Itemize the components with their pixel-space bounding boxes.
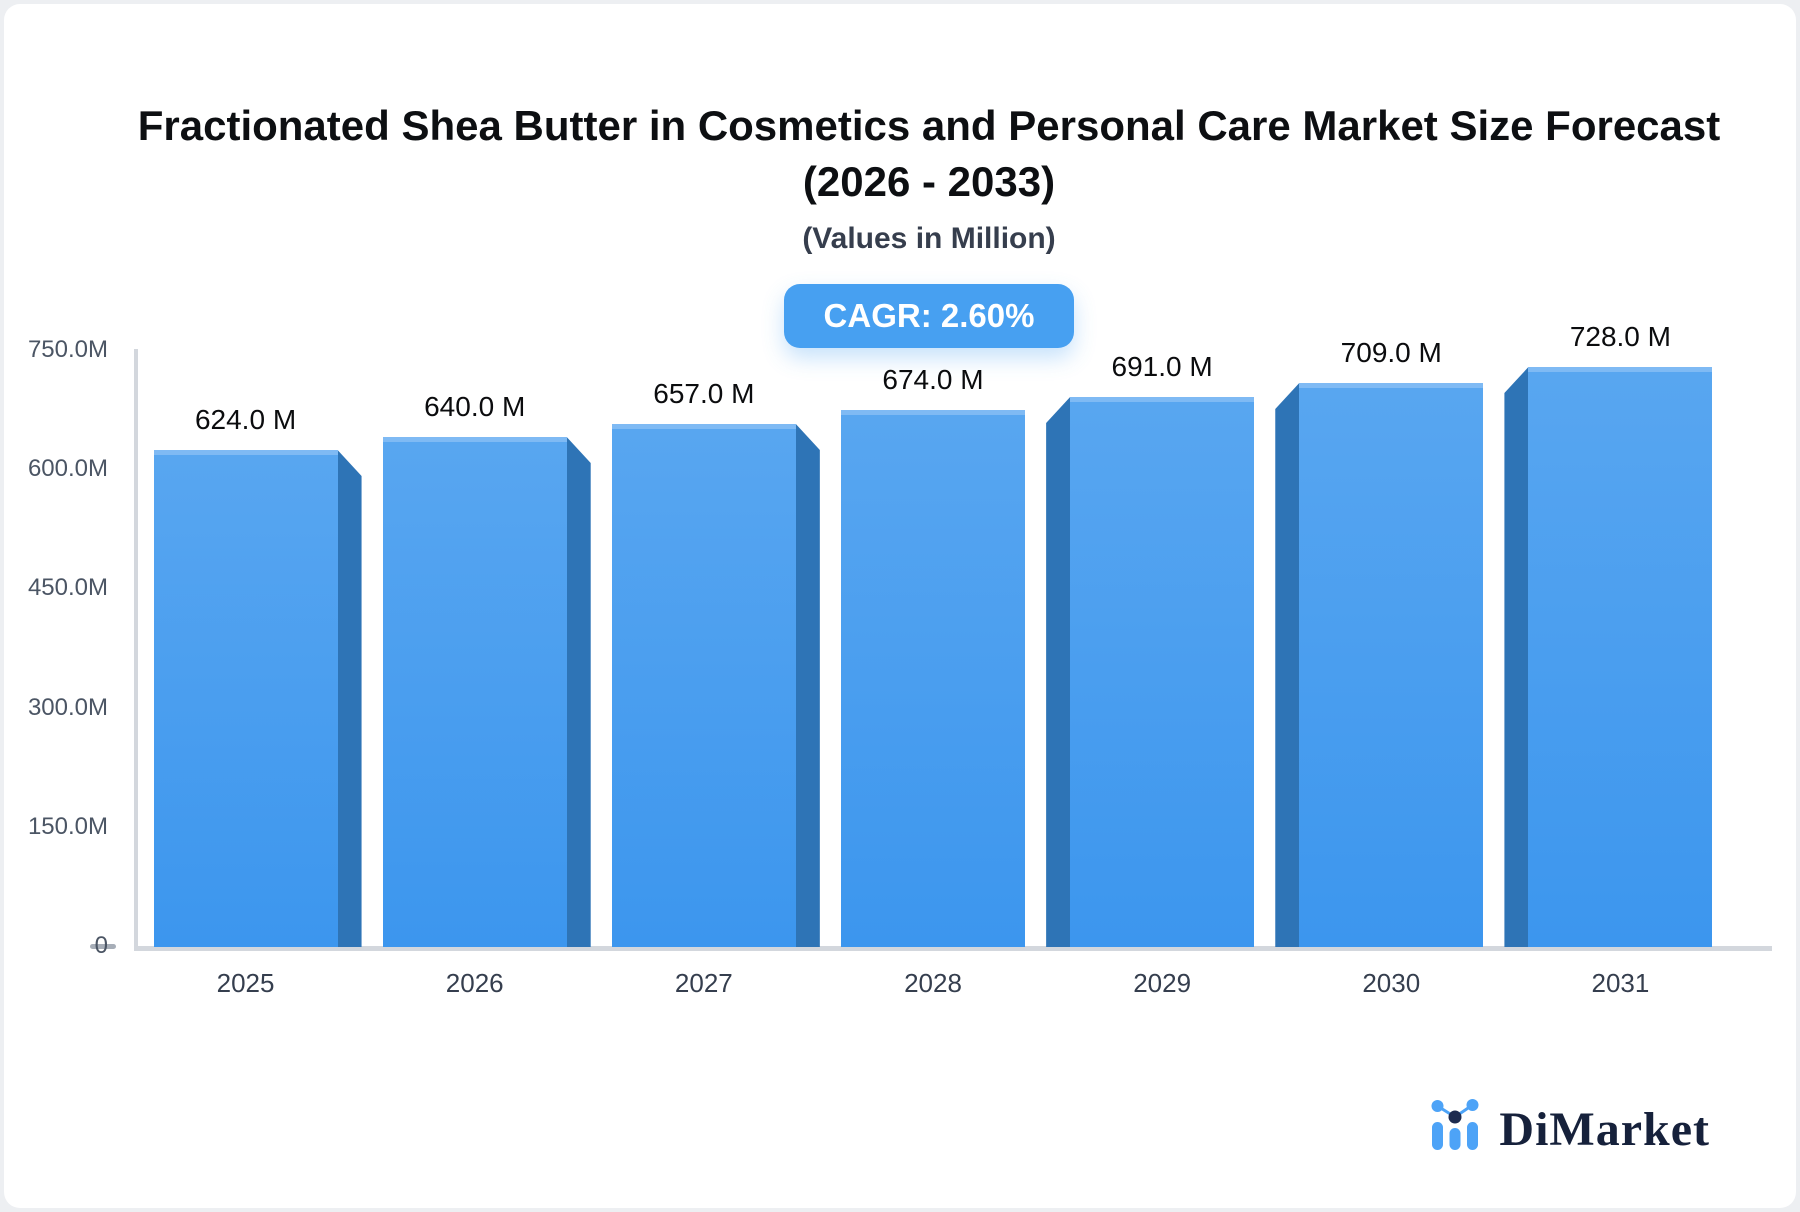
x-category-label: 2031 [1591, 968, 1650, 998]
bar-2027[interactable] [611, 424, 820, 947]
bar-side-shadow [1046, 397, 1071, 947]
bar-face[interactable] [840, 410, 1025, 947]
x-category-label: 2030 [1362, 968, 1421, 998]
y-tick-label: 150.0M [27, 812, 108, 840]
chart-subtitle: (Values in Million) [802, 222, 1056, 255]
cagr-badge: CAGR: 2.60% [783, 284, 1075, 348]
bar-value-label: 709.0 M [1340, 337, 1442, 368]
bar-2029[interactable] [1046, 397, 1255, 947]
y-tick-label: 300.0M [27, 693, 108, 721]
y-tick-label: 0 [94, 932, 108, 959]
x-category-label: 2026 [445, 968, 504, 998]
x-category-label: 2028 [904, 968, 962, 998]
bar-face[interactable] [153, 450, 338, 947]
bar-face[interactable] [382, 437, 567, 947]
bar-2030[interactable] [1275, 383, 1484, 947]
logo-bar-chart-icon [1431, 1099, 1479, 1150]
bar-side-shadow [566, 437, 591, 947]
bar-side-shadow [795, 424, 820, 947]
bar-side-shadow [337, 450, 362, 947]
zero-tick-mark [90, 944, 116, 949]
x-category-label: 2027 [674, 968, 733, 998]
bar-2025[interactable] [153, 450, 362, 947]
logo-text: DiMarket [1499, 1103, 1710, 1156]
y-tick-label: 450.0M [27, 574, 108, 602]
x-category-label: 2025 [216, 968, 275, 998]
x-axis-baseline [134, 946, 1772, 951]
chart-title-line2: (2026 - 2033) [802, 158, 1056, 205]
bar-2028[interactable] [840, 410, 1025, 947]
chart-title-line1: Fractionated Shea Butter in Cosmetics an… [137, 102, 1721, 149]
bar-value-label: 691.0 M [1111, 351, 1213, 382]
y-tick-label: 600.0M [27, 455, 108, 483]
bar-2031[interactable] [1504, 367, 1713, 947]
dimarket-logo: DiMarket [1428, 1092, 1710, 1154]
bar-2026[interactable] [382, 437, 591, 947]
bar-value-label: 728.0 M [1569, 321, 1671, 352]
chart-card: Fractionated Shea Butter in Cosmetics an… [4, 4, 1796, 1208]
bar-side-shadow [1275, 383, 1300, 947]
chart-header: Fractionated Shea Butter in Cosmetics an… [33, 4, 1796, 348]
x-category-label: 2029 [1133, 968, 1192, 998]
bar-face[interactable] [1528, 367, 1713, 947]
bar-face[interactable] [611, 424, 796, 947]
y-axis-line [134, 349, 138, 951]
bar-value-label: 674.0 M [882, 364, 984, 395]
bar-face[interactable] [1299, 383, 1484, 947]
bar-value-label: 624.0 M [194, 404, 297, 435]
bar-chart: 750.0M 600.0M 450.0M 300.0M 150.0M 0 624.0 M 6… [4, 4, 1796, 1208]
bar-value-label: 657.0 M [653, 378, 755, 409]
bar-side-shadow [1504, 367, 1529, 947]
bar-value-label: 640.0 M [424, 391, 526, 422]
bar-face[interactable] [1070, 397, 1255, 947]
y-tick-label: 750.0M [27, 336, 108, 363]
